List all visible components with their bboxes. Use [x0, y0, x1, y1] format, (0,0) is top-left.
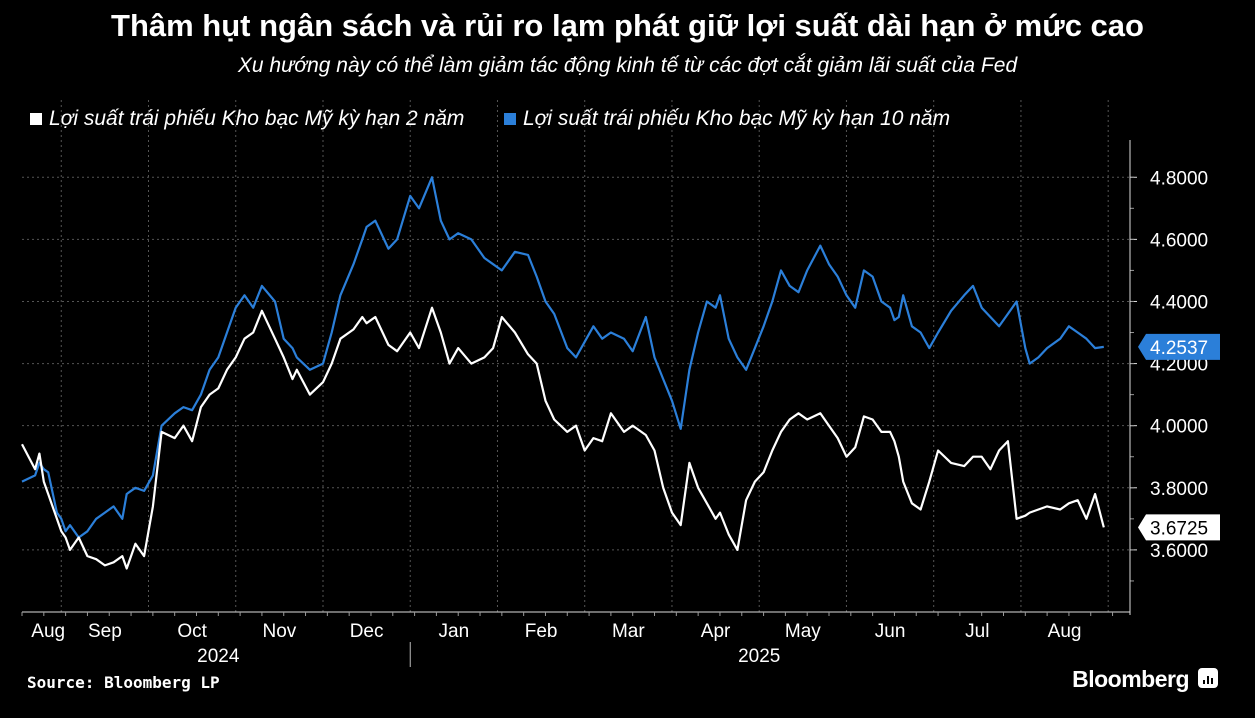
bloomberg-logo: Bloomberg [1072, 666, 1189, 692]
legend-label-10y: Lợi suất trái phiếu Kho bạc Mỹ kỳ hạn 10… [523, 107, 951, 130]
x-month-label: Jun [875, 621, 906, 642]
x-year-label: 2025 [738, 646, 780, 667]
source-note: Source: Bloomberg LP [27, 673, 220, 692]
series-line-10y [21, 176, 1104, 539]
last-value-label: 4.2537 [1150, 338, 1208, 359]
y-tick-label: 4.8000 [1150, 168, 1208, 189]
x-month-label: Sep [88, 621, 122, 642]
x-month-label: Jan [439, 621, 470, 642]
x-month-label: Dec [350, 621, 384, 642]
chart-title: Thâm hụt ngân sách và rủi ro lạm phát gi… [111, 8, 1144, 43]
legend-swatch-2y [30, 113, 42, 125]
legend-swatch-10y [504, 113, 516, 125]
chart-subtitle: Xu hướng này có thể làm giảm tác động ki… [237, 54, 1018, 77]
axes [21, 140, 1137, 667]
last-value-label: 3.6725 [1150, 518, 1208, 539]
x-month-label: Apr [701, 621, 731, 642]
last-value-tag-10y: 4.2537 [1138, 333, 1220, 360]
series-line-2y [21, 306, 1105, 570]
y-tick-label: 4.4000 [1150, 292, 1208, 313]
x-month-label: Aug [31, 621, 65, 642]
y-tick-label: 4.0000 [1150, 417, 1208, 438]
x-month-label: Feb [525, 621, 558, 642]
y-tick-label: 4.6000 [1150, 230, 1208, 251]
legend-label-2y: Lợi suất trái phiếu Kho bạc Mỹ kỳ hạn 2 … [49, 107, 465, 130]
x-month-label: Jul [965, 621, 989, 642]
y-tick-label: 3.6000 [1150, 541, 1208, 562]
legend-item-2y: Lợi suất trái phiếu Kho bạc Mỹ kỳ hạn 2 … [30, 107, 464, 131]
last-value-tag-bg [1138, 333, 1220, 360]
x-month-label: Oct [177, 621, 207, 642]
last-value-tag-bg [1138, 514, 1220, 541]
series-lines [21, 176, 1105, 570]
x-month-label: May [785, 621, 821, 642]
x-month-label: Nov [262, 621, 296, 642]
axis-labels: 3.60003.80004.00004.20004.40004.60004.80… [31, 168, 1220, 667]
legend-item-10y: Lợi suất trái phiếu Kho bạc Mỹ kỳ hạn 10… [504, 107, 950, 131]
x-year-label: 2024 [197, 646, 240, 667]
y-tick-label: 3.8000 [1150, 479, 1208, 500]
last-value-tag-2y: 3.6725 [1138, 514, 1220, 541]
x-month-label: Mar [612, 621, 645, 642]
bloomberg-chart-icon [1198, 668, 1218, 688]
x-month-label: Aug [1048, 621, 1082, 642]
